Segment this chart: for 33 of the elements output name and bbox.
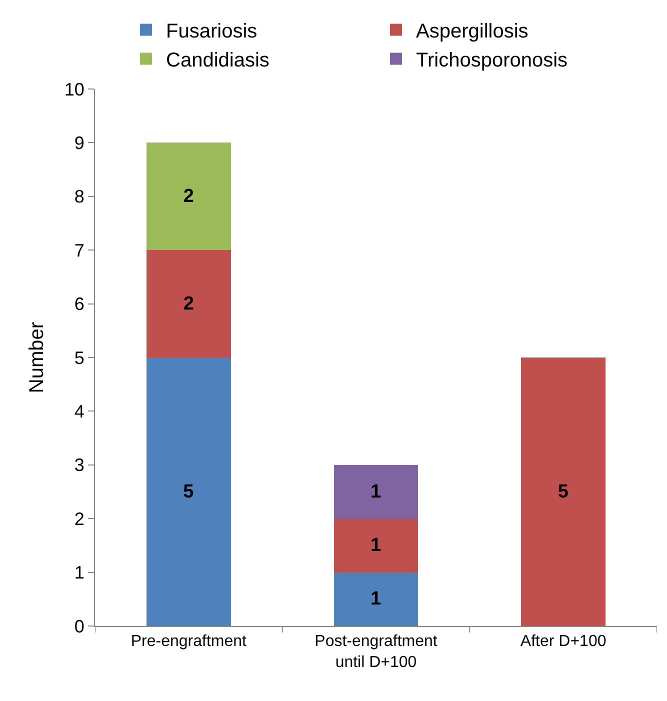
data-label: 2 xyxy=(183,186,194,207)
data-label: 1 xyxy=(370,481,382,502)
legend-label: Aspergillosis xyxy=(416,20,528,43)
data-label: 1 xyxy=(370,588,382,610)
bar xyxy=(146,358,231,626)
data-label: 5 xyxy=(558,481,569,502)
bar xyxy=(334,518,418,572)
y-tick-label: 10 xyxy=(64,79,84,100)
bar xyxy=(146,250,231,358)
y-tick-label: 8 xyxy=(74,186,84,207)
y-tick-label: 4 xyxy=(74,402,84,422)
data-label: 1 xyxy=(370,534,382,556)
y-tick-label: 7 xyxy=(74,240,84,260)
x-tick-label: Pre-engraftment xyxy=(130,633,248,650)
y-tick-label: 5 xyxy=(74,348,84,368)
y-axis-title: Number xyxy=(26,322,48,394)
x-tick-label: After D+100 xyxy=(520,633,606,650)
bar xyxy=(146,142,231,250)
x-tick-label: Post-engraftment until D+100 xyxy=(314,633,438,671)
legend-label: Trichosporonosis xyxy=(416,50,568,72)
bar xyxy=(334,464,418,519)
data-label: 5 xyxy=(183,481,194,502)
bar xyxy=(521,358,606,626)
y-tick-label: 2 xyxy=(74,508,84,529)
y-tick-label: 1 xyxy=(74,562,84,583)
legend-label: Fusariosis xyxy=(166,20,258,43)
y-tick-label: 0 xyxy=(74,616,84,636)
legend-label: Candidiasis xyxy=(166,50,270,72)
data-label: 2 xyxy=(183,293,194,314)
y-tick-label: 9 xyxy=(74,133,84,153)
bar xyxy=(334,572,418,626)
y-tick-label: 3 xyxy=(74,455,84,476)
y-tick-label: 6 xyxy=(74,294,84,314)
